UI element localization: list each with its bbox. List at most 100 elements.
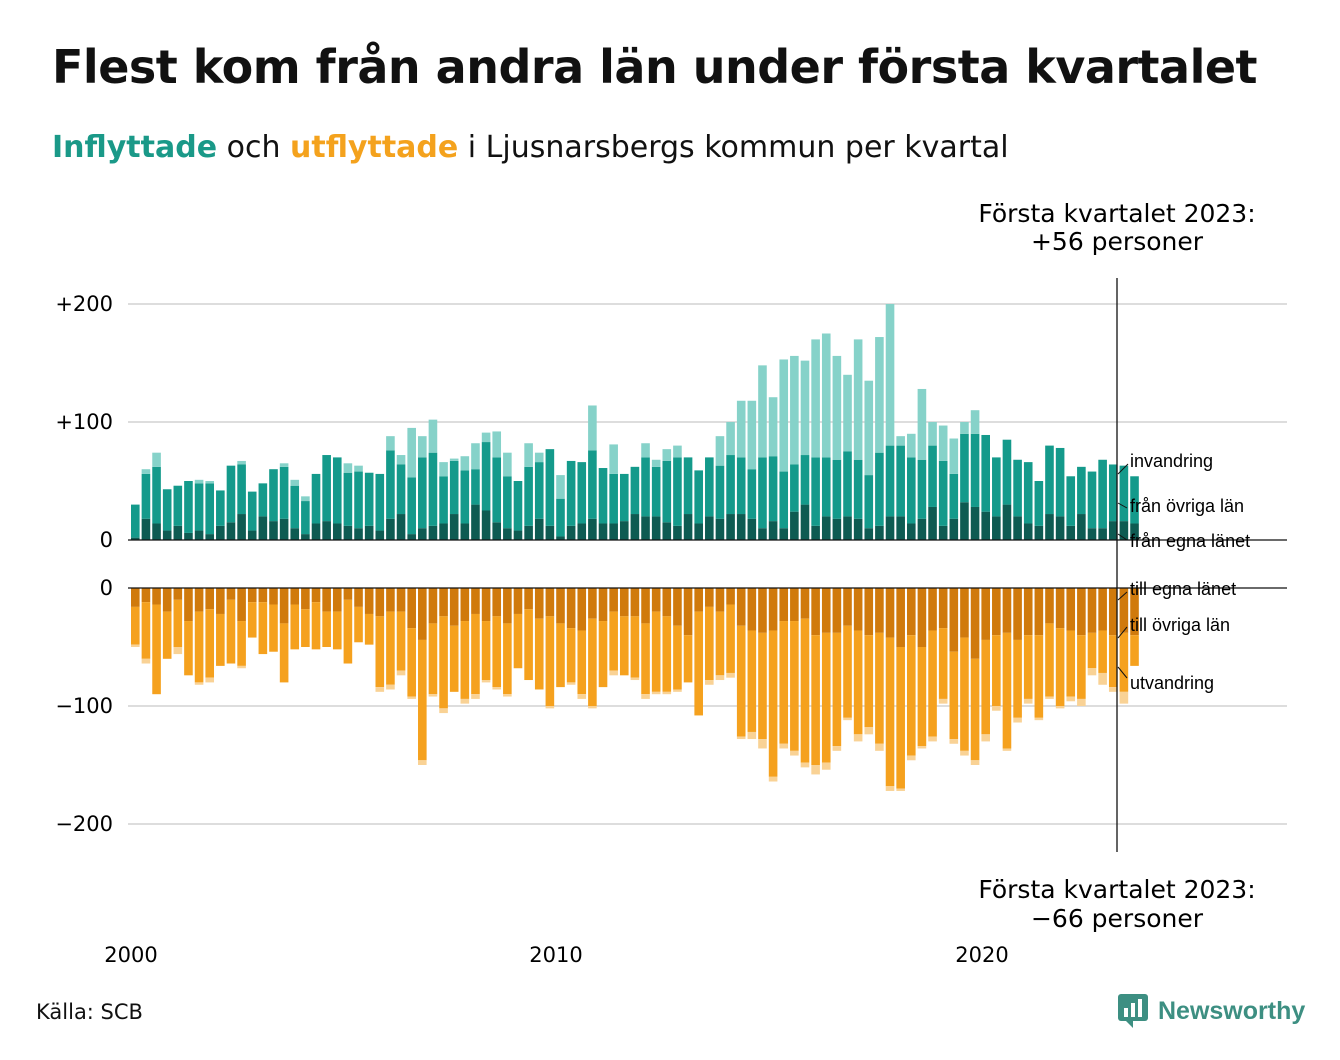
bar-in-1 (864, 475, 874, 529)
bar-in-1 (418, 457, 427, 529)
bar-out-0 (853, 588, 863, 631)
bar-in-0 (981, 511, 990, 540)
bar-in-0 (301, 534, 310, 540)
bar-out-1 (821, 632, 831, 763)
bar-out-0 (386, 588, 395, 612)
bar-out-1 (705, 606, 714, 681)
bar-in-0 (556, 536, 565, 540)
bar-out-1 (407, 628, 416, 697)
bar-in-1 (428, 452, 438, 526)
bar-in-1 (758, 457, 767, 529)
bar-out-1 (736, 625, 746, 737)
bar-out-0 (279, 588, 289, 624)
bar-out-1 (1055, 628, 1065, 706)
bar-out-2 (609, 670, 618, 676)
bar-in-1 (141, 473, 151, 519)
bar-out-1 (853, 630, 863, 735)
bar-out-0 (396, 588, 406, 612)
bar-out-0 (747, 588, 757, 631)
bar-out-0 (736, 588, 746, 626)
bar-out-1 (864, 635, 874, 728)
bar-out-0 (875, 588, 884, 633)
bar-in-2 (534, 452, 544, 463)
bar-out-2 (418, 760, 427, 765)
label-till-egna-lanet: till egna länet (1130, 579, 1236, 599)
bar-in-2 (354, 465, 363, 472)
bar-out-1 (811, 635, 820, 765)
bar-in-0 (322, 521, 331, 540)
bar-out-0 (673, 588, 682, 626)
bar-in-1 (885, 445, 895, 517)
bar-out-2 (1013, 717, 1022, 723)
bar-in-0 (928, 506, 937, 540)
bar-in-0 (736, 514, 746, 540)
y-bottom-tick-200: −200 (55, 812, 113, 836)
bar-out-0 (471, 588, 480, 614)
bar-out-1 (662, 616, 672, 692)
bar-out-1 (534, 618, 544, 690)
bar-in-0 (651, 516, 661, 540)
bar-out-0 (322, 588, 331, 612)
bar-in-2 (343, 463, 353, 473)
bar-in-1 (662, 460, 672, 523)
bar-in-0 (332, 523, 342, 540)
bar-in-1 (683, 457, 693, 515)
bar-out-2 (673, 689, 682, 692)
bar-in-0 (896, 516, 905, 540)
bar-in-1 (992, 457, 1001, 517)
bar-out-1 (566, 628, 576, 683)
bar-in-0 (173, 525, 183, 540)
bar-out-2 (715, 675, 725, 681)
bar-out-0 (598, 588, 608, 622)
bar-out-2 (779, 743, 789, 749)
bar-in-0 (811, 525, 820, 540)
bar-in-2 (843, 374, 852, 452)
bar-out-1 (683, 635, 693, 683)
bar-in-1 (1087, 471, 1097, 529)
bar-out-2 (906, 755, 916, 761)
bar-in-1 (332, 457, 342, 524)
bar-out-0 (173, 588, 183, 600)
bar-out-2 (428, 694, 438, 697)
bar-in-2 (736, 400, 746, 458)
bar-in-0 (407, 534, 416, 540)
bar-in-2 (418, 436, 427, 458)
label-pointer-till-ovriga (1117, 626, 1128, 639)
bar-in-0 (683, 514, 693, 540)
bar-in-0 (534, 518, 544, 540)
bar-out-0 (619, 588, 629, 617)
bar-in-1 (566, 460, 576, 526)
bar-out-1 (184, 621, 193, 676)
bar-out-0 (343, 588, 353, 600)
bar-out-2 (1055, 706, 1065, 709)
bar-out-0 (194, 588, 204, 612)
bar-in-0 (354, 528, 363, 540)
bar-in-2 (460, 456, 470, 471)
bar-out-1 (949, 651, 959, 740)
bar-out-2 (705, 680, 714, 685)
bar-out-0 (662, 588, 672, 617)
bar-out-1 (428, 623, 438, 695)
bar-in-1 (588, 450, 597, 519)
bar-out-1 (301, 609, 310, 647)
bar-out-2 (992, 706, 1001, 711)
bar-in-0 (566, 525, 576, 540)
chart-subtitle: Inflyttade och utflyttade i Ljusnarsberg… (52, 130, 1009, 165)
bar-in-0 (747, 518, 757, 540)
bar-out-2 (651, 691, 661, 695)
bar-in-0 (768, 521, 778, 540)
bar-in-1 (843, 451, 852, 517)
bar-out-1 (619, 616, 629, 676)
bar-out-0 (609, 588, 618, 612)
bar-in-2 (237, 460, 246, 465)
bar-out-1 (311, 602, 321, 650)
bar-in-2 (832, 355, 842, 460)
bar-out-0 (131, 588, 140, 607)
bar-in-1 (694, 470, 703, 524)
bar-out-2 (492, 687, 502, 690)
bar-in-0 (247, 530, 257, 540)
bar-out-1 (269, 604, 278, 652)
y-bottom-tick-100: −100 (55, 694, 113, 718)
bar-in-1 (386, 450, 395, 519)
bar-out-0 (418, 588, 427, 640)
